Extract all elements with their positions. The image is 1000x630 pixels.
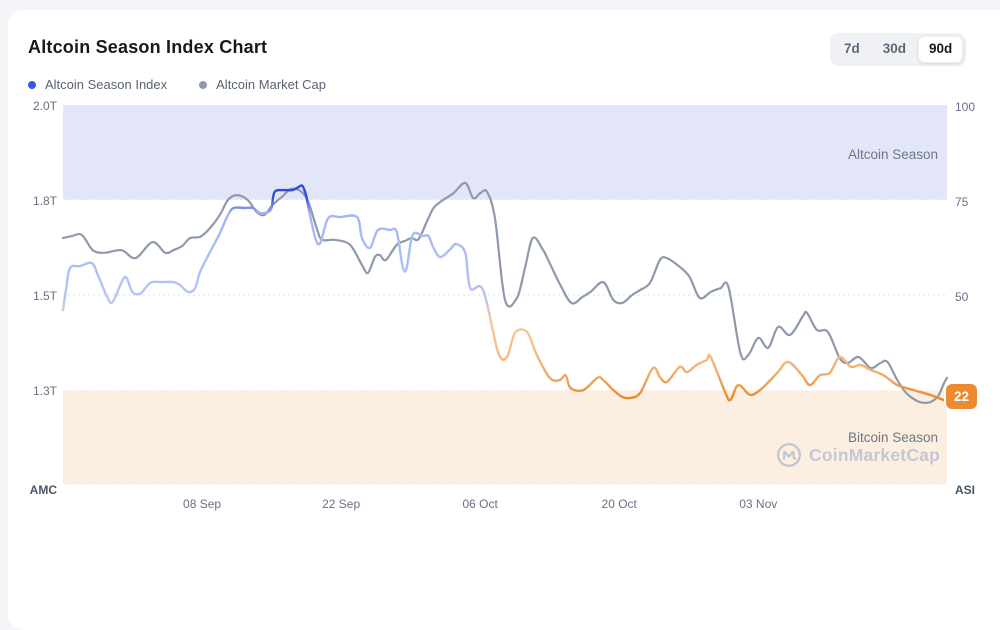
axis-tick-label: 20 Oct (601, 497, 637, 511)
current-index-badge: 22 (946, 384, 977, 409)
altcoin-season-band-label: Altcoin Season (847, 147, 938, 162)
axis-tick-label: 1.5T (32, 289, 57, 303)
legend-item-altcoin-season-index[interactable]: Altcoin Season Index (28, 77, 167, 92)
bitcoin-season-band-label: Bitcoin Season (847, 430, 938, 445)
axis-tick-label: 06 Oct (462, 497, 498, 511)
legend-label-index: Altcoin Season Index (45, 77, 168, 92)
axis-tick-label: 75 (955, 195, 969, 209)
axis-tick-label: 2.0T (32, 99, 57, 113)
legend-label-market-cap: Altcoin Market Cap (216, 77, 326, 92)
legend-item-altcoin-market-cap[interactable]: Altcoin Market Cap (199, 77, 326, 92)
legend-dot-index-icon (28, 80, 36, 89)
range-30d-button[interactable]: 30d (872, 36, 917, 62)
altcoin-season-index-line[interactable] (61, 184, 949, 403)
axis-tick-label: 08 Sep (183, 497, 222, 511)
left-axis-caption: AMC (29, 483, 57, 497)
axis-tick-label: 03 Nov (739, 497, 778, 511)
range-90d-button[interactable]: 90d (918, 36, 964, 63)
axis-tick-label: 50 (955, 290, 969, 304)
time-range-selector: 7d 30d 90d (830, 33, 967, 66)
legend-dot-market-cap-icon (199, 80, 208, 89)
altcoin-market-cap-line[interactable] (61, 181, 949, 404)
bitcoin-season-band (63, 390, 947, 485)
axis-tick-label: 22 Sep (322, 497, 361, 511)
coinmarketcap-logo-icon (777, 443, 802, 467)
watermark-text: CoinMarketCap (809, 444, 940, 465)
axis-tick-label: 100 (955, 100, 976, 114)
axis-tick-label: 1.3T (32, 384, 57, 398)
right-axis-caption: ASI (955, 483, 976, 497)
axis-tick-label: 1.8T (32, 194, 57, 208)
range-7d-button[interactable]: 7d (833, 36, 871, 62)
chart-plot-area[interactable] (0, 0, 1000, 600)
altcoin-season-band (63, 105, 947, 200)
page-title: Altcoin Season Index Chart (28, 37, 268, 57)
coinmarketcap-watermark: CoinMarketCap (776, 442, 940, 468)
chart-legend: Altcoin Season Index Altcoin Market Cap (28, 77, 326, 92)
